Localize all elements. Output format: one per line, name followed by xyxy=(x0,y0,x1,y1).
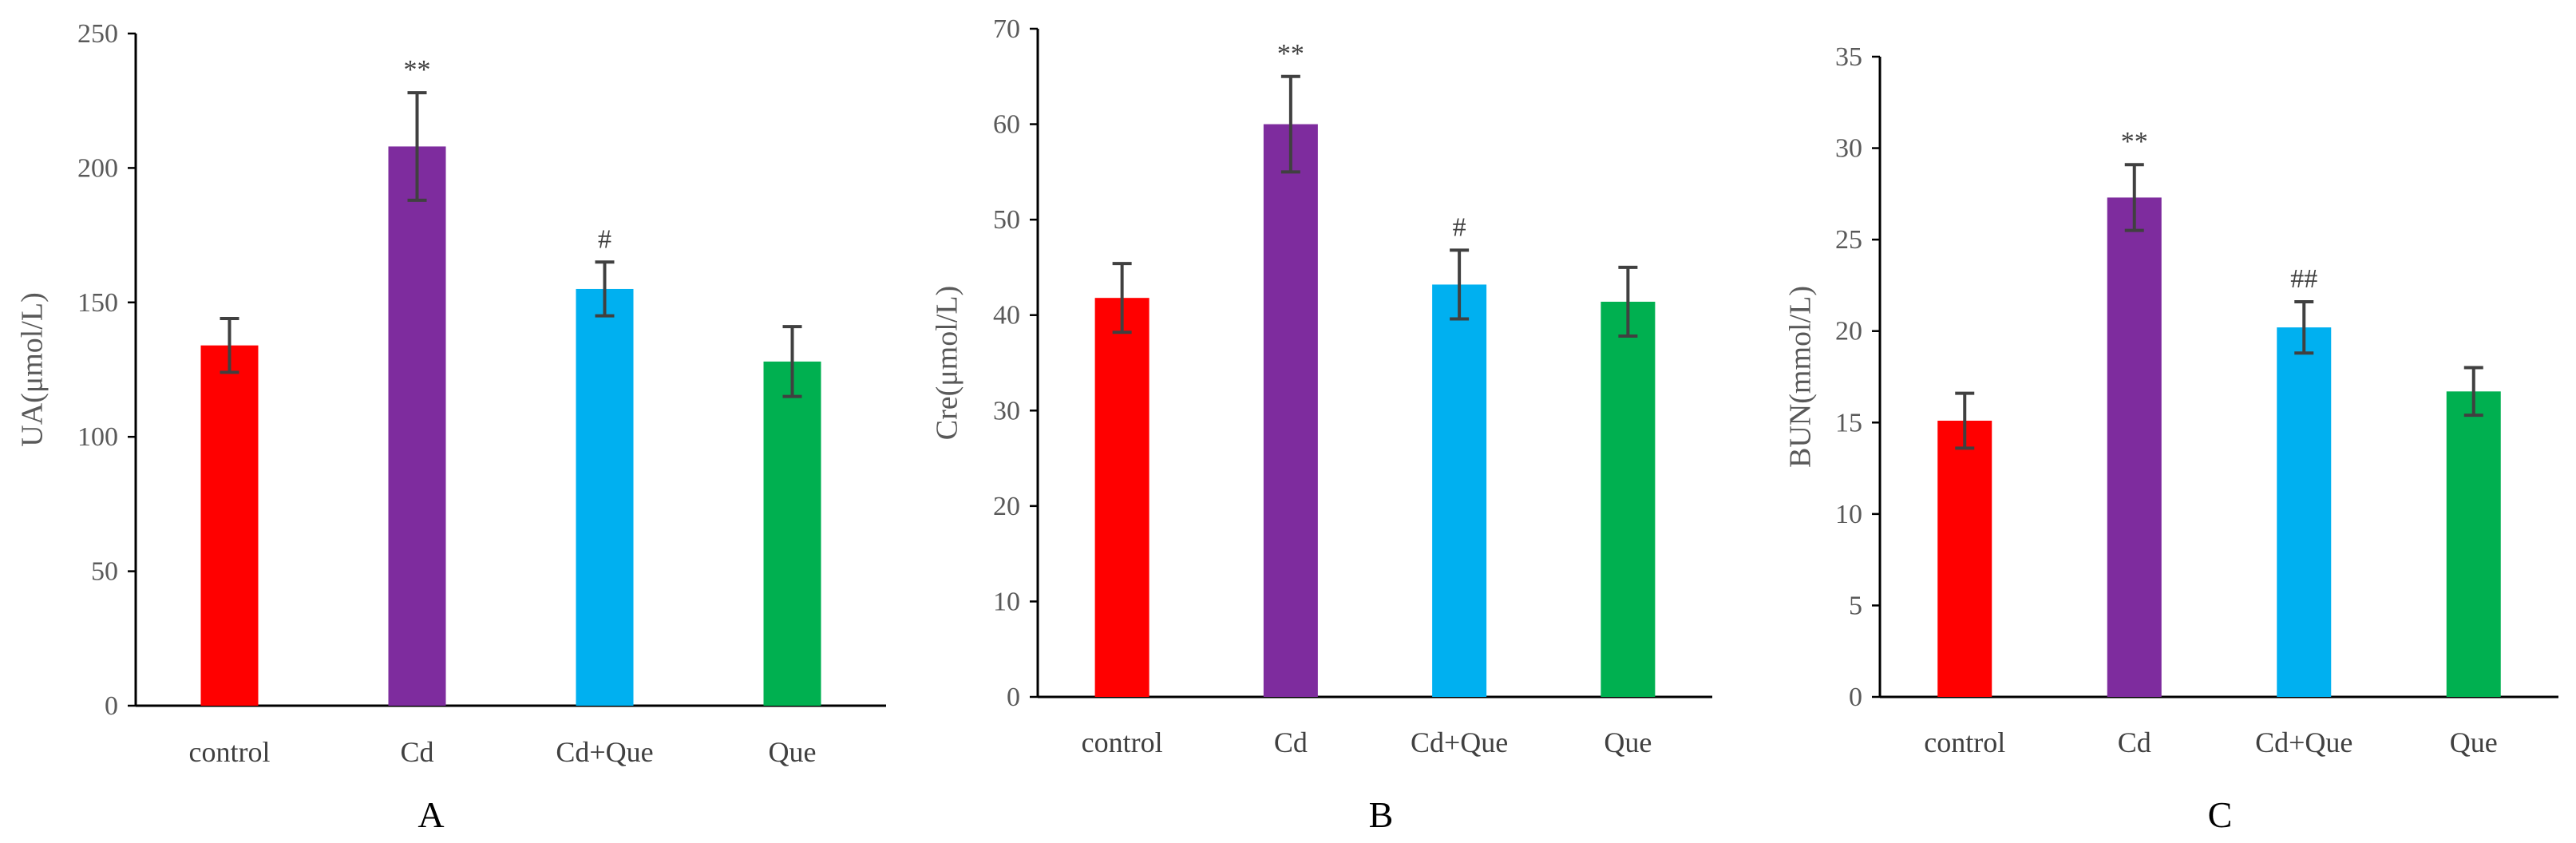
bar-control xyxy=(1094,298,1150,697)
bar-cd-que xyxy=(2277,327,2332,697)
y-tick-label: 50 xyxy=(993,205,1020,235)
y-tick-label: 35 xyxy=(1835,42,1862,72)
y-tick-label: 0 xyxy=(1849,683,1862,712)
panel-label: C xyxy=(2208,794,2233,835)
bar-cd-que xyxy=(576,288,634,706)
bar-que xyxy=(763,361,821,706)
y-tick-label: 60 xyxy=(993,110,1020,140)
x-category-label: control xyxy=(1924,726,2005,758)
x-category-label: Que xyxy=(1604,726,1652,758)
y-tick-label: 200 xyxy=(77,153,118,183)
y-tick-label: 25 xyxy=(1835,225,1862,255)
y-axis-label: UA(μmol/L) xyxy=(16,292,49,446)
y-tick-label: 250 xyxy=(77,19,118,49)
y-tick-label: 10 xyxy=(993,587,1020,616)
y-tick-label: 5 xyxy=(1849,591,1862,620)
y-tick-label: 40 xyxy=(993,301,1020,330)
y-tick-label: 30 xyxy=(1835,134,1862,164)
y-tick-label: 150 xyxy=(77,288,118,318)
y-tick-label: 0 xyxy=(1007,683,1020,712)
y-tick-label: 15 xyxy=(1835,408,1862,437)
y-tick-label: 30 xyxy=(993,396,1020,425)
bar-que xyxy=(2446,391,2501,697)
bar-control xyxy=(1937,420,1992,697)
chart-panel-a: 0 50 100 150 200 250 UA(μmol/L) control ** Cd # Cd+… xyxy=(16,19,886,835)
x-category-label: Cd+Que xyxy=(1411,726,1508,758)
x-category-label: Cd+Que xyxy=(556,736,653,768)
panel-label: B xyxy=(1369,794,1394,835)
significance-label: ** xyxy=(404,55,431,85)
significance-label: # xyxy=(598,224,611,254)
y-tick-label: 0 xyxy=(105,691,118,721)
y-axis-label: BUN(mmol/L) xyxy=(1784,286,1818,468)
y-axis-label: Cre(μmol/L) xyxy=(931,286,964,440)
y-tick-label: 50 xyxy=(91,557,118,587)
x-category-label: Cd+Que xyxy=(2255,726,2352,758)
significance-label: # xyxy=(1453,212,1466,242)
x-category-label: Cd xyxy=(2118,726,2151,758)
bar-cd xyxy=(1263,124,1318,698)
panel-label: A xyxy=(417,794,444,835)
y-tick-label: 20 xyxy=(993,492,1020,521)
x-category-label: Que xyxy=(769,736,817,768)
y-tick-label: 100 xyxy=(77,422,118,452)
bar-cd xyxy=(2107,197,2162,697)
bar-cd-que xyxy=(1432,284,1487,697)
y-tick-label: 10 xyxy=(1835,500,1862,529)
bar-control xyxy=(200,345,259,706)
x-category-label: Cd xyxy=(1274,726,1308,758)
bar-que xyxy=(1601,301,1656,697)
bar-cd xyxy=(388,146,446,706)
significance-label: ** xyxy=(1277,39,1304,69)
x-category-label: Cd xyxy=(400,736,433,768)
x-category-label: Que xyxy=(2450,726,2498,758)
y-tick-label: 70 xyxy=(993,14,1020,44)
chart-panel-c: 0 5 10 15 20 25 30 35 BUN(mmol/L) control ** Cd ## Cd… xyxy=(1784,42,2558,835)
y-tick-label: 20 xyxy=(1835,317,1862,346)
x-category-label: control xyxy=(189,736,271,768)
significance-label: ## xyxy=(2290,264,2317,294)
significance-label: ** xyxy=(2121,127,2148,156)
x-category-label: control xyxy=(1082,726,1163,758)
chart-panel-b: 0 10 20 30 40 50 60 70 Cre(μmol/L) control ** Cd # Cd… xyxy=(931,14,1712,835)
